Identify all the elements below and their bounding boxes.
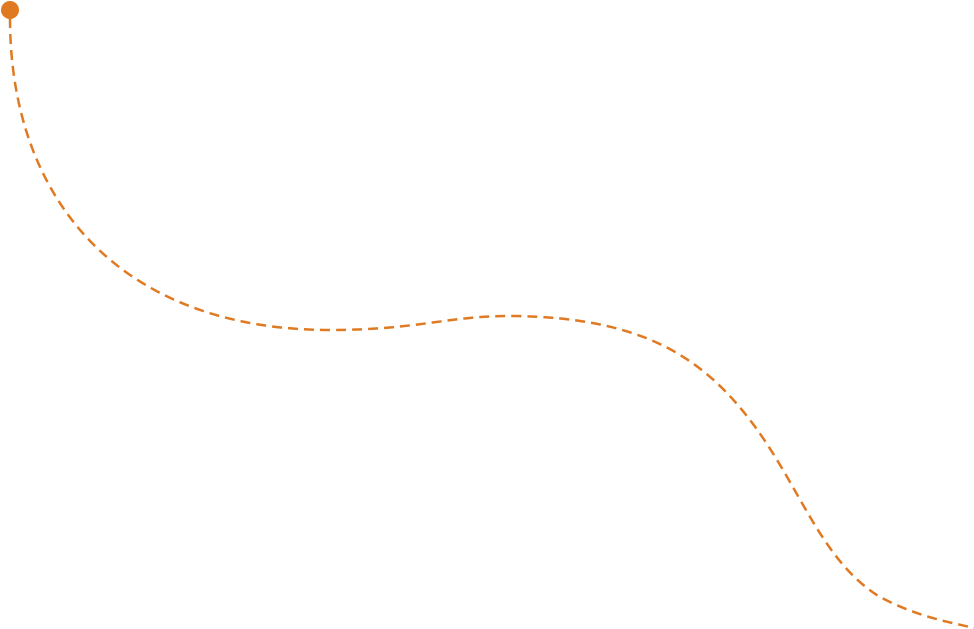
dashed-path: [8, 17, 974, 629]
start-dot: [1, 1, 19, 19]
